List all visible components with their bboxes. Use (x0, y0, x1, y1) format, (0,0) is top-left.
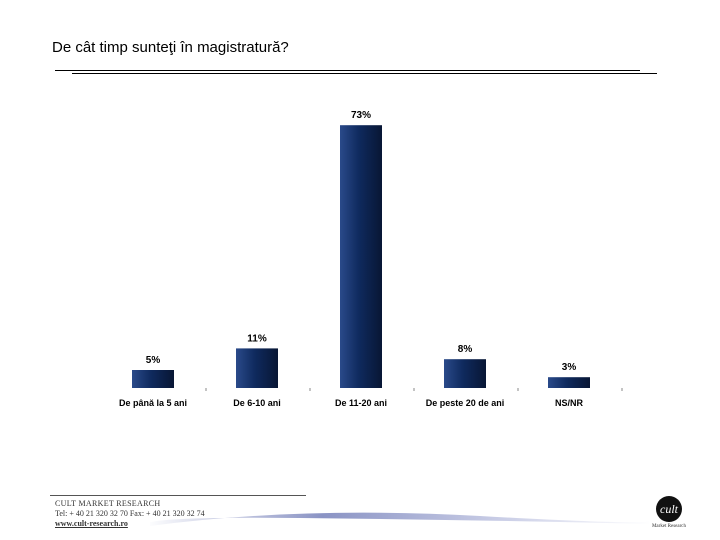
footer: CULT MARKET RESEARCH Tel: + 40 21 320 32… (55, 499, 275, 529)
bar (340, 125, 382, 388)
data-label: 73% (351, 110, 371, 121)
logo-mark: cult (656, 496, 682, 522)
title-rule-top (55, 70, 640, 71)
title-rule-bottom (72, 73, 657, 74)
footer-website[interactable]: www.cult-research.ro (55, 519, 128, 528)
category-label: De 11-20 ani (335, 398, 387, 408)
page-title: De cât timp sunteţi în magistratură? (52, 39, 289, 56)
category-label: De până la 5 ani (119, 398, 187, 408)
data-label: 11% (247, 333, 267, 344)
bar (548, 377, 590, 388)
bar (444, 359, 486, 388)
category-label: NS/NR (555, 398, 584, 408)
footer-swoosh (150, 512, 650, 528)
data-label: 8% (458, 344, 473, 355)
bar (132, 370, 174, 388)
data-label: 5% (146, 355, 161, 366)
category-label: De 6-10 ani (233, 398, 281, 408)
data-label: 3% (562, 362, 577, 373)
bar-chart: 5% De până la 5 ani 11% De 6-10 ani 73% De 11… (119, 110, 623, 408)
logo-caption: Market Research (651, 524, 686, 529)
category-label: De peste 20 de ani (426, 398, 505, 408)
bar (236, 348, 278, 388)
footer-phone: Tel: + 40 21 320 32 70 Fax: + 40 21 320 … (55, 509, 205, 518)
footer-divider (50, 495, 306, 496)
company-logo: cult Market Research (651, 496, 687, 529)
footer-company: CULT MARKET RESEARCH (55, 499, 161, 508)
